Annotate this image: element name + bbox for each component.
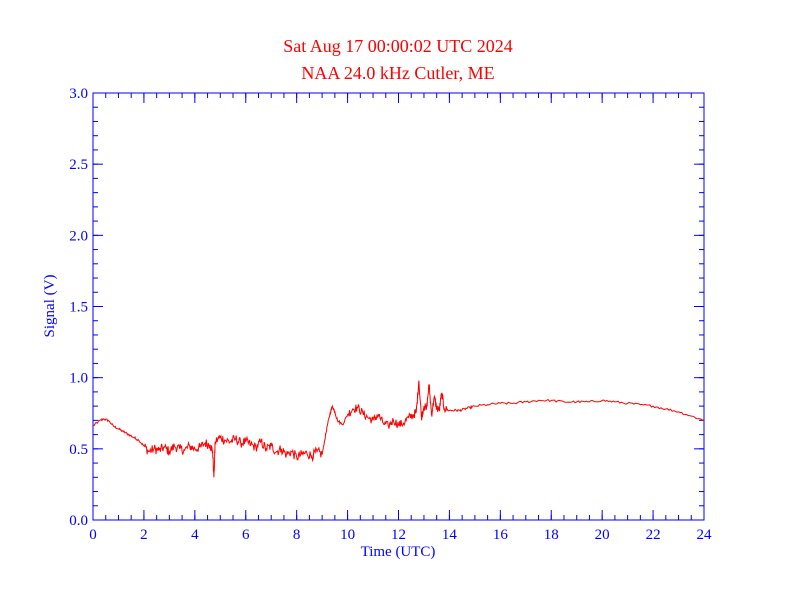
y-tick-label: 2.5: [69, 157, 88, 173]
axis-ticks: [92, 92, 705, 521]
x-tick-label: 18: [544, 527, 559, 543]
x-tick-label: 12: [391, 527, 406, 543]
plot-frame: [92, 92, 705, 521]
x-tick-label: 0: [89, 527, 97, 543]
x-tick-label: 2: [140, 527, 148, 543]
y-tick-labels: 0.0 0.5 1.0 1.5 2.0 2.5 3.0: [69, 86, 88, 529]
x-tick-labels: 0 2 4 6 8 10 12 14 16 18 20 22 24: [89, 527, 712, 543]
x-tick-label: 16: [493, 527, 509, 543]
x-tick-label: 24: [697, 527, 713, 543]
x-tick-label: 10: [340, 527, 355, 543]
y-tick-label: 3.0: [69, 86, 88, 102]
chart-subtitle: NAA 24.0 kHz Cutler, ME: [301, 63, 494, 83]
y-tick-label: 0.5: [69, 442, 88, 458]
y-tick-label: 2.0: [69, 228, 88, 244]
x-axis-label: Time (UTC): [361, 544, 436, 560]
series-line-naa: [92, 380, 705, 478]
x-tick-label: 22: [646, 527, 661, 543]
x-tick-label: 6: [242, 527, 250, 543]
x-tick-label: 4: [191, 527, 199, 543]
x-tick-label: 8: [293, 527, 301, 543]
chart-title: Sat Aug 17 00:00:02 UTC 2024: [283, 36, 513, 56]
x-tick-label: 14: [442, 527, 458, 543]
y-tick-label: 1.5: [69, 300, 88, 316]
y-tick-label: 1.0: [69, 371, 88, 387]
x-tick-label: 20: [595, 527, 610, 543]
y-tick-label: 0.0: [69, 513, 88, 529]
y-axis-label: Signal (V): [42, 275, 58, 338]
